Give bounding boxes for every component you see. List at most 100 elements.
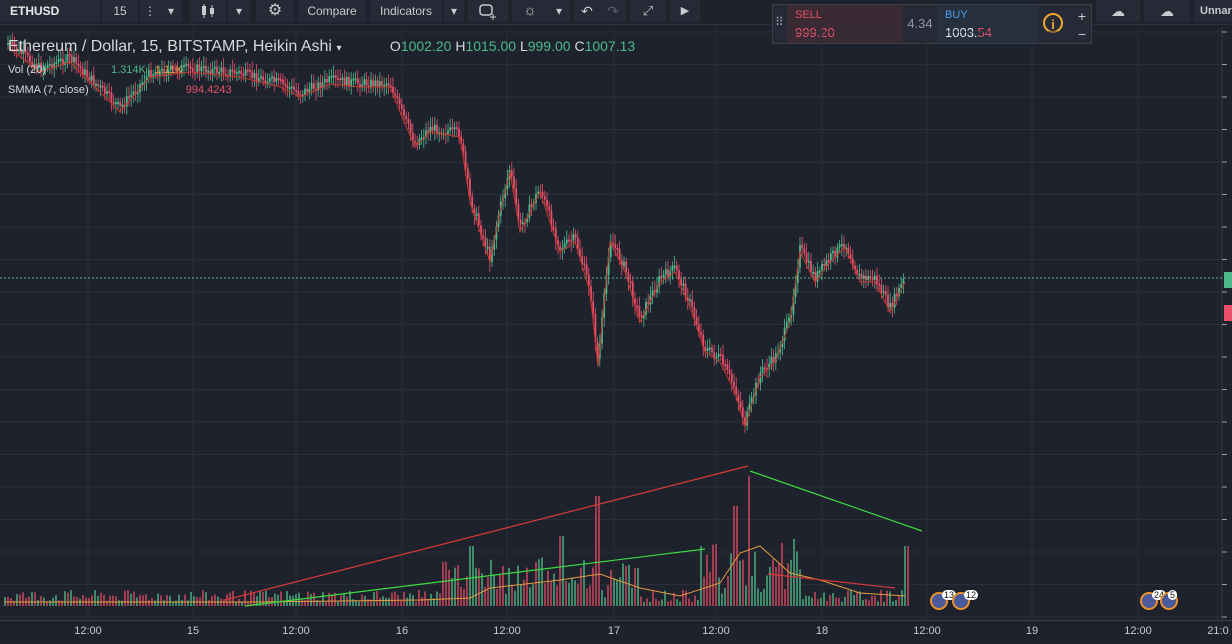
volume-bar (214, 594, 216, 606)
volume-bar (370, 599, 372, 606)
candle-body (156, 72, 159, 77)
smma-indicator-legend[interactable]: SMMA (7, close) 994.4243 (8, 84, 232, 96)
decrease-quantity-button[interactable]: − (1077, 26, 1087, 42)
volume-bar (202, 590, 204, 606)
candle-body (431, 127, 434, 131)
layout-name[interactable]: Unnar (1194, 0, 1232, 22)
candle-body (656, 286, 658, 293)
candle-body (873, 275, 876, 280)
volume-bar (31, 592, 33, 606)
candle-body (284, 83, 287, 86)
candle-body (286, 85, 289, 89)
candle-body (834, 250, 837, 258)
candle-body (856, 269, 859, 275)
sell-button[interactable]: SELL 999.20 (787, 5, 903, 43)
candle-body (51, 63, 53, 69)
candle-body (469, 178, 471, 197)
volume-bar (547, 570, 549, 606)
chevron-down-icon[interactable]: ▾ (548, 0, 570, 22)
cloud-down-icon[interactable]: ☁ (1096, 0, 1140, 22)
fullscreen-icon[interactable]: ⤢ (630, 0, 666, 22)
volume-bar (418, 590, 420, 606)
volume-bar (526, 567, 528, 606)
chevron-down-icon[interactable]: ▾ (444, 0, 464, 22)
volume-bar (355, 600, 357, 606)
volume-bar (457, 565, 459, 606)
candle-body (420, 137, 423, 140)
candle-body (686, 297, 689, 302)
candle-body (770, 356, 773, 364)
candle-body (717, 353, 720, 357)
candle-body (565, 239, 568, 244)
candle-body (796, 267, 799, 284)
volume-bar (736, 506, 738, 606)
candle-body (772, 356, 775, 363)
volume-bar (394, 591, 396, 606)
candle-body (433, 124, 436, 131)
alert-plus-icon[interactable] (468, 0, 508, 22)
time-axis[interactable]: 12:00 15 12:00 16 12:00 17 12:00 18 12:00 19 12:00… (0, 620, 1232, 644)
volume-bar (463, 588, 465, 606)
redo-icon[interactable]: ↷ (600, 0, 626, 22)
volume-bar (424, 591, 426, 606)
candle-body (398, 97, 401, 105)
more-vert-icon[interactable]: ⋮ (140, 0, 160, 22)
spread-value: 4.34 (907, 16, 933, 31)
volume-bar (511, 584, 513, 606)
volume-bar (13, 600, 15, 606)
candle-body (224, 73, 227, 76)
volume-bar (565, 580, 567, 606)
volume-bar (451, 578, 453, 606)
volume-bar (118, 600, 120, 606)
gear-icon[interactable]: ⚙ (256, 0, 294, 22)
buy-button[interactable]: BUY 1003.54 (937, 5, 1037, 43)
bulb-icon[interactable]: ☼ (512, 0, 548, 22)
candle-body (878, 283, 881, 286)
candle-body (279, 79, 282, 82)
chevron-down-icon[interactable]: ▾ (336, 43, 342, 54)
volume-bar (322, 592, 324, 606)
candle-body (662, 274, 665, 278)
candles-icon[interactable] (190, 0, 226, 22)
candle-body (70, 55, 73, 63)
candle-body (403, 108, 405, 116)
candle-body (521, 222, 524, 225)
candle-body (774, 353, 777, 363)
candle-body (341, 77, 344, 80)
volume-bar (358, 601, 360, 606)
volume-bar (100, 592, 102, 606)
chevron-down-icon[interactable]: ▾ (228, 0, 250, 22)
candle-body (381, 81, 383, 86)
time-axis-label: 15 (186, 625, 200, 637)
candle-body (31, 61, 34, 67)
indicators-button[interactable]: Indicators (370, 0, 442, 22)
candle-body (887, 294, 889, 308)
candle-body (618, 248, 621, 260)
candle-body (249, 69, 251, 72)
volume-bar (685, 590, 687, 606)
volume-bar (616, 579, 618, 606)
undo-icon[interactable]: ↶ (574, 0, 600, 22)
volume-indicator-legend[interactable]: Vol (20) 1.314K 1.11K (8, 64, 183, 76)
drag-handle-icon[interactable]: ⠿ (775, 15, 784, 29)
volume-bar (217, 596, 219, 606)
increase-quantity-button[interactable]: + (1077, 8, 1087, 24)
cloud-up-icon[interactable]: ☁ (1144, 0, 1190, 22)
chevron-down-icon[interactable]: ▾ (160, 0, 182, 22)
candle-body (658, 276, 661, 287)
volume-bar (562, 536, 564, 606)
volume-label: Vol (20) (8, 64, 46, 76)
candle-body (801, 244, 804, 249)
volume-bar (661, 599, 663, 606)
candle-body (818, 270, 821, 273)
candle-body (761, 367, 764, 373)
interval-button[interactable]: 15 (102, 0, 138, 22)
volume-bar (787, 563, 789, 606)
candle-body (552, 226, 555, 229)
price-chart[interactable] (0, 28, 1232, 620)
symbol-search[interactable]: ETHUSD (0, 0, 100, 22)
play-icon[interactable]: ▶ (670, 0, 700, 22)
candle-body (667, 269, 669, 277)
compare-button[interactable]: Compare (298, 0, 366, 22)
volume-bar (655, 599, 657, 606)
